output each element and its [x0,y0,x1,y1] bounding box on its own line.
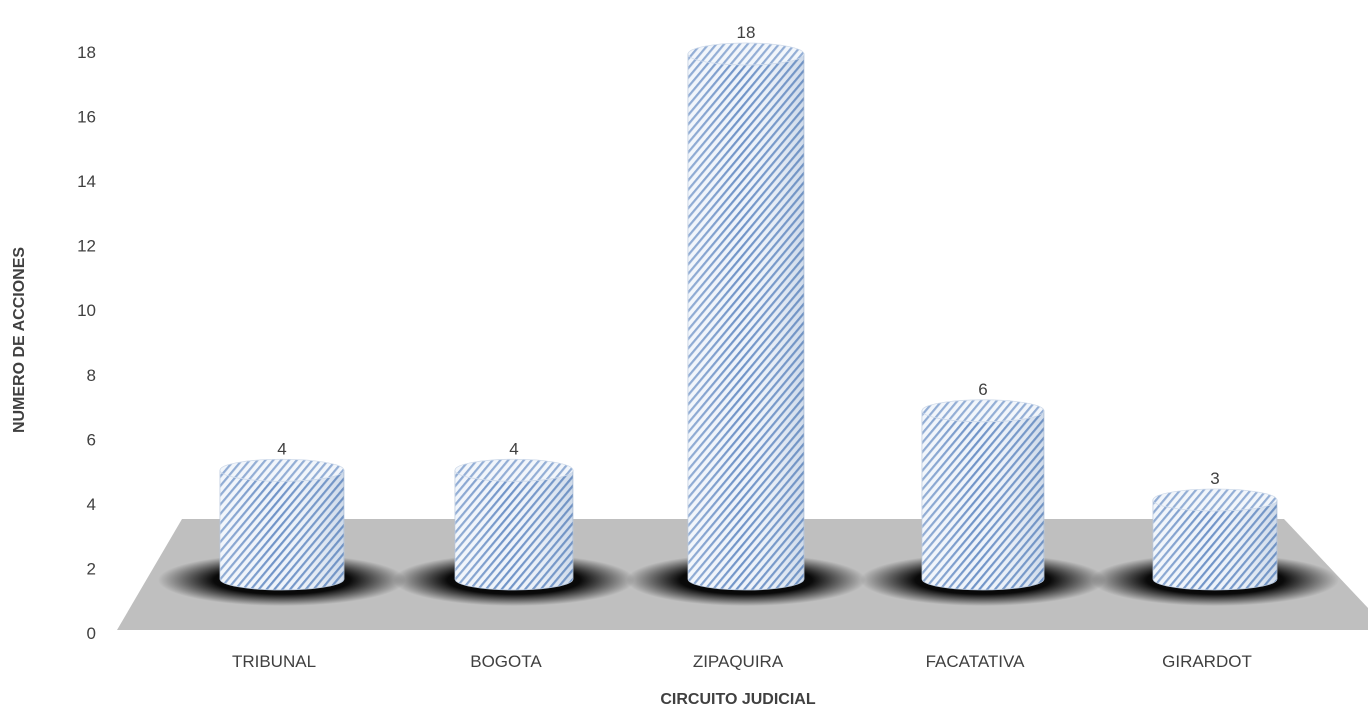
y-tick-label: 4 [87,495,96,514]
bar-tribunal [219,458,345,591]
data-label: 18 [737,23,756,42]
data-label: 4 [509,439,518,458]
x-tick-label: FACATATIVA [926,652,1026,671]
x-tick-label: TRIBUNAL [232,652,316,671]
data-label: 6 [978,380,987,399]
bar-facatativa [921,399,1045,591]
x-axis-title: CIRCUITO JUDICIAL [660,691,815,708]
y-tick-label: 2 [87,559,96,578]
data-label: 4 [277,439,286,458]
x-axis-categories: TRIBUNAL BOGOTA ZIPAQUIRA FACATATIVA GIRARDO… [232,652,1252,671]
y-tick-label: 8 [87,366,96,385]
y-tick-label: 12 [77,237,96,256]
y-tick-label: 16 [77,108,96,127]
bars [219,42,1278,591]
x-tick-label: ZIPAQUIRA [693,652,784,671]
data-label: 3 [1210,469,1219,488]
y-tick-label: 6 [87,430,96,449]
y-axis-ticks: 0 2 4 6 8 10 12 14 16 18 [77,43,96,643]
bar-bogota [454,458,574,591]
x-tick-label: GIRARDOT [1162,652,1252,671]
data-labels: 4 4 18 6 3 [277,23,1219,488]
y-tick-label: 14 [77,172,96,191]
y-tick-label: 10 [77,301,96,320]
y-axis-title: NUMERO DE ACCIONES [11,247,28,433]
bar-girardot [1152,488,1278,591]
y-tick-label: 0 [87,624,96,643]
bar-zipaquira [687,42,805,591]
y-tick-label: 18 [77,43,96,62]
x-tick-label: BOGOTA [470,652,542,671]
